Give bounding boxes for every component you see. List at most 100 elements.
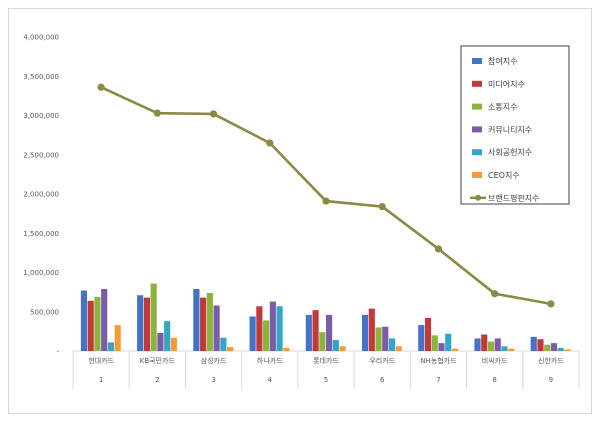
- bar-1-5: [305, 314, 312, 351]
- category-label-1: 현대카드: [88, 356, 114, 365]
- line-point-2: [153, 109, 161, 117]
- bar-5-3: [220, 337, 227, 351]
- bar-3-6: [375, 327, 382, 351]
- legend-swatch-4: [472, 126, 482, 133]
- bar-4-2: [157, 332, 164, 351]
- bar-1-1: [80, 290, 88, 351]
- bar-4-5: [326, 314, 333, 351]
- bar-4-6: [382, 326, 389, 351]
- bar-4-8: [494, 338, 501, 351]
- bar-6-5: [339, 346, 346, 351]
- category-number-2: 2: [155, 376, 159, 384]
- y-tick-label-7: 3,500,000: [23, 73, 59, 81]
- bar-6-6: [395, 346, 402, 351]
- line-point-8: [491, 290, 499, 298]
- line-point-6: [378, 202, 386, 211]
- legend-label-5: 사회공헌지수: [488, 148, 532, 157]
- bar-layer: [80, 283, 571, 351]
- y-tick-label-4: 2,000,000: [23, 191, 59, 199]
- bar-1-8: [474, 338, 481, 351]
- bar-6-4: [283, 347, 290, 351]
- category-number-6: 6: [380, 376, 385, 384]
- line-point-7: [434, 245, 443, 253]
- legend-label-4: 커뮤니티지수: [488, 124, 532, 134]
- bar-3-5: [319, 332, 326, 351]
- bar-2-6: [368, 308, 375, 351]
- legend-swatch-5: [472, 149, 482, 156]
- bar-5-2: [164, 321, 171, 351]
- bar-5-5: [332, 340, 339, 351]
- category-number-1: 1: [99, 376, 103, 384]
- category-label-2: KB국민카드: [140, 356, 176, 365]
- category-label-6: 우리카드: [369, 356, 395, 365]
- bar-2-1: [87, 300, 94, 351]
- bar-5-1: [107, 342, 115, 351]
- line-point-4: [266, 139, 274, 147]
- bar-5-7: [445, 333, 452, 351]
- y-tick-label-5: 2,500,000: [23, 151, 59, 159]
- bar-1-2: [137, 295, 144, 351]
- y-tick-label-1: 500,000: [30, 308, 59, 316]
- legend-label-6: CEO지수: [488, 171, 520, 180]
- category-number-5: 5: [324, 376, 328, 384]
- bar-3-1: [94, 296, 101, 351]
- legend-swatch-6: [472, 172, 482, 178]
- bar-4-9: [550, 343, 558, 351]
- bar-3-4: [263, 320, 270, 351]
- bar-1-3: [193, 288, 200, 351]
- y-tick-label-2: 1,000,000: [23, 269, 59, 277]
- bar-6-7: [451, 348, 459, 351]
- category-label-9: 신한카드: [538, 356, 564, 365]
- legend-swatch-3: [472, 103, 482, 110]
- line-point-5: [322, 197, 330, 205]
- category-label-4: 하나카드: [257, 356, 283, 365]
- bar-2-9: [537, 339, 544, 351]
- bar-2-2: [143, 297, 150, 351]
- y-tick-label-3: 1,500,000: [23, 230, 59, 238]
- legend-label-1: 참여지수: [488, 56, 517, 66]
- bar-3-2: [150, 283, 157, 351]
- category-number-7: 7: [436, 376, 440, 384]
- bar-3-8: [487, 341, 495, 351]
- category-label-7: NH농협카드: [420, 356, 457, 365]
- category-number-3: 3: [211, 376, 215, 384]
- bar-6-3: [227, 347, 234, 351]
- bar-3-9: [544, 344, 551, 351]
- bar-6-1: [114, 325, 121, 351]
- legend-label-2: 미디어지수: [488, 79, 525, 89]
- y-tick-label-0: -: [56, 348, 59, 356]
- bar-1-4: [249, 316, 256, 351]
- bar-2-7: [424, 318, 432, 351]
- legend-marker: [475, 194, 481, 201]
- line-point-3: [209, 110, 218, 118]
- y-tick-label-6: 3,000,000: [23, 112, 59, 120]
- bar-2-8: [481, 334, 488, 351]
- bar-5-4: [276, 306, 283, 351]
- bar-3-7: [431, 335, 438, 351]
- label-layer: 현대카드 1 KB국민카드 2 삼성카드 3 하나카드 4 롯데카드 5 우리카드 6 NH농협카드 7 비…: [88, 356, 564, 384]
- y-tick-label-8: 4,000,000: [23, 34, 59, 42]
- legend-swatch-2: [472, 80, 482, 87]
- line-layer: [97, 83, 555, 308]
- legend-swatch-1: [472, 58, 482, 64]
- bar-2-5: [312, 310, 319, 351]
- line-point-9: [547, 300, 555, 308]
- legend-label-7: 브랜드평판지수: [488, 193, 540, 203]
- category-label-8: 비씨카드: [482, 356, 508, 365]
- bar-2-3: [200, 297, 207, 351]
- bar-1-7: [418, 325, 425, 351]
- bar-5-6: [388, 338, 396, 351]
- chart-frame: - 500,000 1,000,000 1,500,000 2,000,000 2,500…: [8, 8, 592, 414]
- legend-label-3: 소통지수: [488, 103, 517, 112]
- bar-6-9: [564, 349, 571, 351]
- bar-4-3: [213, 305, 220, 351]
- bar-1-9: [530, 336, 537, 351]
- bar-5-9: [557, 347, 564, 351]
- category-number-8: 8: [492, 376, 496, 384]
- category-number-9: 9: [549, 376, 553, 384]
- line-point-1: [97, 83, 105, 91]
- bar-1-6: [361, 314, 369, 351]
- bar-5-8: [501, 346, 508, 351]
- bar-6-2: [170, 337, 177, 351]
